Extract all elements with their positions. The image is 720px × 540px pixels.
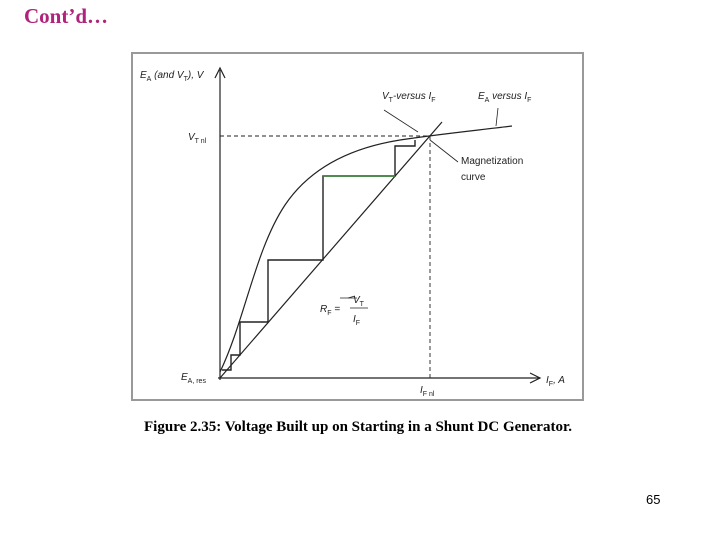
label-part: -versus I [393,91,432,102]
figure-frame [131,52,584,401]
magnetization-curve [219,125,513,373]
diagram-lines [214,66,542,384]
label-part: I [420,385,423,396]
label-part: = [332,304,341,315]
label-part: E [181,372,188,383]
ea-curve-label: EA versus IF [478,91,531,104]
magnetization-label: Magnetization [461,156,523,167]
subscript: F nl [423,391,435,398]
label-part: (and V [151,70,185,81]
vt-nl-label: VT nl [188,132,207,145]
rf-denominator: IF [353,314,360,327]
subscript: T nl [195,138,207,145]
rf-numerator: VT [353,295,365,308]
subscript: F [431,97,435,104]
subscript: A [147,76,152,83]
y-axis-label: EA (and VT), V [140,70,205,83]
subscript: F [356,320,360,327]
subscript: T [360,301,365,308]
slide-title: Cont’d… [24,4,109,28]
label-part: E [478,91,485,102]
label-part: V [353,295,361,306]
subscript: T [389,97,394,104]
fraction-bar [347,295,356,299]
ea-res-label: EA, res [181,372,206,385]
label-part: R [320,304,327,315]
subscript: F [327,310,331,317]
magnetization-label: curve [461,172,486,183]
figure-caption: Figure 2.35: Voltage Built up on Startin… [144,419,572,435]
label-part: E [140,70,147,81]
subscript: T [184,76,189,83]
subscript: F [527,97,531,104]
label-part: , A [553,375,565,386]
buildup-staircase [222,140,416,371]
label-part: V [382,91,390,102]
subscript: A, res [188,378,207,385]
label-part: I [353,314,356,325]
x-axis-label: IF, A [546,375,565,388]
label-part: V [188,132,196,143]
x-arrow [529,372,542,384]
if-nl-label: IF nl [420,385,435,398]
vt-curve-label: VT-versus IF [382,91,436,104]
figure: EA (and VT), V VT nl VT-versus IF EA ver… [131,52,584,401]
rf-label: RF = [320,304,340,317]
field-resistance-line [219,121,443,379]
subscript: A [485,97,490,104]
mag-pointer [429,139,459,163]
label-part: ), V [187,70,205,81]
subscript: F [549,381,553,388]
label-part: I [546,375,549,386]
vt-pointer [383,109,419,133]
page-number: 65 [646,492,661,507]
ea-pointer [495,107,499,127]
y-arrow [214,66,226,79]
label-part: versus I [489,91,527,102]
